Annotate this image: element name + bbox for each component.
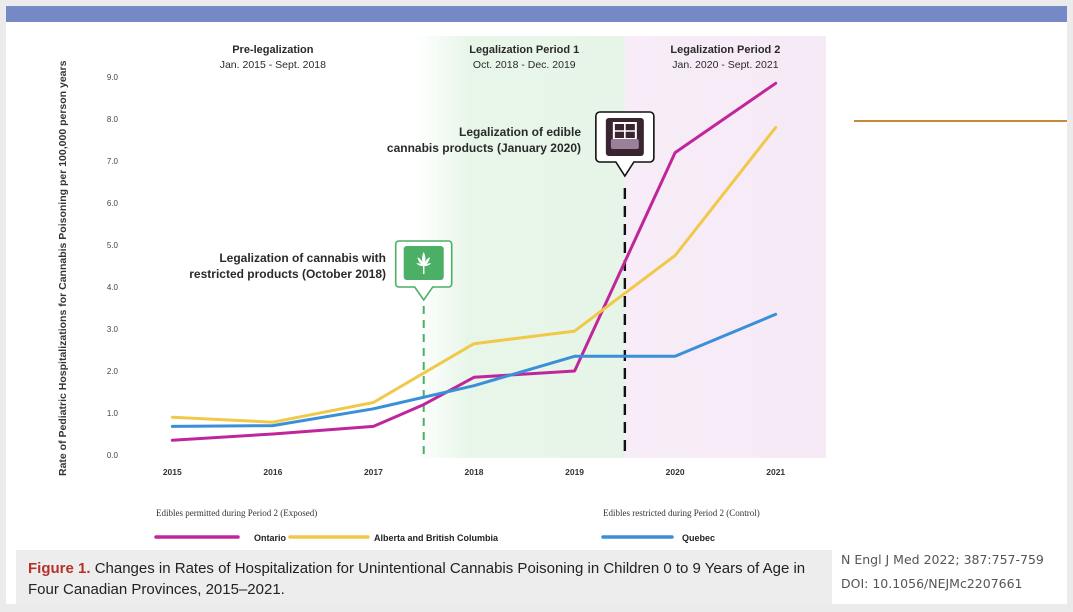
doi-citation: DOI: 10.1056/NEJMc2207661 bbox=[841, 576, 1023, 591]
package-base bbox=[610, 139, 639, 149]
x-tick-label: 2021 bbox=[766, 467, 785, 477]
y-tick-label: 4.0 bbox=[107, 283, 119, 292]
figure-caption: Figure 1. Changes in Rates of Hospitaliz… bbox=[16, 550, 832, 604]
figure-title: Changes in Rates of Hospitalization for … bbox=[28, 560, 806, 598]
period-dates: Oct. 2018 - Dec. 2019 bbox=[473, 59, 576, 71]
period-name: Pre-legalization bbox=[232, 44, 314, 56]
y-tick-label: 3.0 bbox=[107, 325, 119, 334]
leaf-blade bbox=[416, 263, 424, 267]
x-tick-label: 2018 bbox=[465, 467, 484, 477]
legend-group-exposed: Edibles permitted during Period 2 (Expos… bbox=[156, 508, 317, 518]
y-tick-label: 6.0 bbox=[107, 199, 119, 208]
y-tick-label: 5.0 bbox=[107, 241, 119, 250]
x-tick-label: 2019 bbox=[565, 467, 584, 477]
cannabis-leaf-icon bbox=[416, 252, 432, 274]
series-line-quebec bbox=[170, 312, 778, 428]
accent-divider-line bbox=[854, 120, 1067, 122]
y-tick-label: 0.0 bbox=[107, 451, 119, 460]
x-tick-label: 2016 bbox=[263, 467, 282, 477]
x-tick-label: 2017 bbox=[364, 467, 383, 477]
period-name: Legalization Period 1 bbox=[469, 44, 579, 56]
x-tick-label: 2015 bbox=[163, 467, 182, 477]
y-tick-label: 1.0 bbox=[107, 409, 119, 418]
x-tick-label: 2020 bbox=[666, 467, 685, 477]
y-tick-label: 8.0 bbox=[107, 115, 119, 124]
edible-package-icon bbox=[610, 122, 639, 149]
legend-label-ontario: Ontario bbox=[254, 533, 287, 543]
event-label-line: restricted products (October 2018) bbox=[189, 267, 386, 281]
y-tick-label: 2.0 bbox=[107, 367, 119, 376]
y-tick-label: 9.0 bbox=[107, 73, 119, 82]
event-label-line: Legalization of cannabis with bbox=[219, 251, 386, 265]
y-axis-label: Rate of Pediatric Hospitalizations for C… bbox=[57, 60, 69, 476]
legend-label-alberta_bc: Alberta and British Columbia bbox=[374, 533, 499, 543]
leaf-blade bbox=[423, 257, 431, 266]
event-label-line: cannabis products (January 2020) bbox=[387, 141, 581, 155]
y-tick-label: 7.0 bbox=[107, 157, 119, 166]
header-bar bbox=[6, 6, 1067, 22]
period-dates: Jan. 2020 - Sept. 2021 bbox=[672, 59, 778, 71]
event-label-line: Legalization of edible bbox=[459, 125, 581, 139]
leaf-blade bbox=[421, 252, 426, 266]
period-name: Legalization Period 2 bbox=[670, 44, 780, 56]
legend-label-quebec: Quebec bbox=[682, 533, 715, 543]
figure-label: Figure 1. bbox=[28, 560, 91, 577]
leaf-blade bbox=[417, 257, 424, 266]
series-line-alberta_bc bbox=[170, 125, 778, 424]
line-chart: 0.0 1.0 2.0 3.0 4.0 5.0 6.0 7.0 8.0 9.0 2015 2016 20… bbox=[57, 36, 826, 543]
period-2-background bbox=[624, 36, 826, 458]
legend-group-control: Edibles restricted during Period 2 (Cont… bbox=[603, 508, 760, 518]
leaf-blade bbox=[423, 263, 432, 267]
period-dates: Jan. 2015 - Sept. 2018 bbox=[220, 59, 326, 71]
slide: 0.0 1.0 2.0 3.0 4.0 5.0 6.0 7.0 8.0 9.0 2015 2016 20… bbox=[6, 6, 1067, 604]
journal-citation: N Engl J Med 2022; 387:757-759 bbox=[841, 552, 1044, 567]
